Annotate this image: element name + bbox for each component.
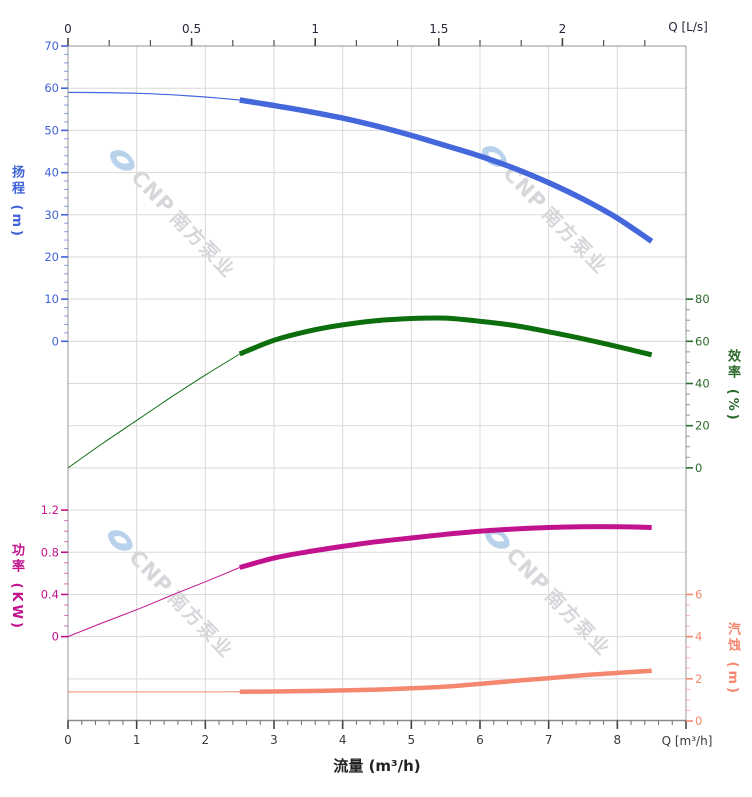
npsh-axis-title: 汽蚀 (m)	[725, 622, 740, 696]
top-axis-tick-label: 1	[311, 22, 319, 36]
bottom-axis-tick-label: 7	[545, 733, 553, 747]
bottom-axis-unit-label: Q [m³/h]	[661, 734, 713, 748]
efficiency-axis-tick-label: 60	[695, 334, 710, 348]
efficiency-axis-tick-label: 80	[695, 292, 710, 306]
top-axis-unit-label: Q [L/s]	[668, 20, 708, 34]
bottom-axis-tick-label: 0	[64, 733, 72, 747]
efficiency-curve-thin	[67, 353, 240, 469]
head-curve	[239, 97, 654, 244]
power-axis-tick-label: 0.8	[41, 545, 59, 559]
head-axis-tick-label: 10	[44, 292, 59, 306]
npsh-axis-tick-label: 4	[695, 630, 702, 644]
head-axis-tick-label: 20	[44, 250, 59, 264]
npsh-axis-tick-label: 2	[695, 672, 702, 686]
power-axis-title: 功率 (KW)	[9, 543, 24, 631]
top-axis-tick-label: 0	[64, 22, 72, 36]
head-axis-tick-label: 50	[44, 123, 59, 137]
power-curve-thin	[67, 567, 240, 638]
efficiency-axis-tick-label: 40	[695, 377, 710, 391]
bottom-axis-tick-label: 3	[270, 733, 278, 747]
bottom-axis-tick-label: 8	[614, 733, 622, 747]
head-axis-tick-label: 60	[44, 81, 59, 95]
bottom-axis-tick-label: 1	[133, 733, 141, 747]
flow-axis-title: 流量 (m³/h)	[333, 757, 421, 775]
head-axis-tick-label: 70	[44, 39, 59, 53]
efficiency-axis-tick-label: 0	[695, 461, 702, 475]
top-axis-tick-label: 0.5	[182, 22, 201, 36]
bottom-axis-tick-label: 6	[476, 733, 484, 747]
head-axis-tick-label: 40	[44, 166, 59, 180]
head-axis-tick-label: 30	[44, 208, 59, 222]
top-axis-tick-label: 1.5	[429, 22, 448, 36]
head-curve-thin	[67, 91, 240, 101]
bottom-axis-tick-label: 5	[408, 733, 416, 747]
bottom-axis-tick-label: 2	[202, 733, 210, 747]
bottom-axis-tick-label: 4	[339, 733, 347, 747]
power-curve	[239, 524, 652, 570]
npsh-axis-tick-label: 6	[695, 587, 702, 601]
power-axis-tick-label: 1.2	[41, 503, 59, 517]
npsh-axis-tick-label: 0	[695, 714, 702, 728]
npsh-curve	[239, 668, 652, 694]
top-axis-tick-label: 2	[559, 22, 567, 36]
head-axis-tick-label: 0	[52, 334, 59, 348]
efficiency-axis-tick-label: 20	[695, 419, 710, 433]
efficiency-curve	[238, 315, 653, 358]
power-axis-tick-label: 0.4	[41, 587, 59, 601]
power-axis-tick-label: 0	[52, 630, 59, 644]
head-axis-title: 扬程 (m)	[9, 165, 24, 239]
efficiency-axis-title: 效率 (%)	[725, 349, 740, 423]
